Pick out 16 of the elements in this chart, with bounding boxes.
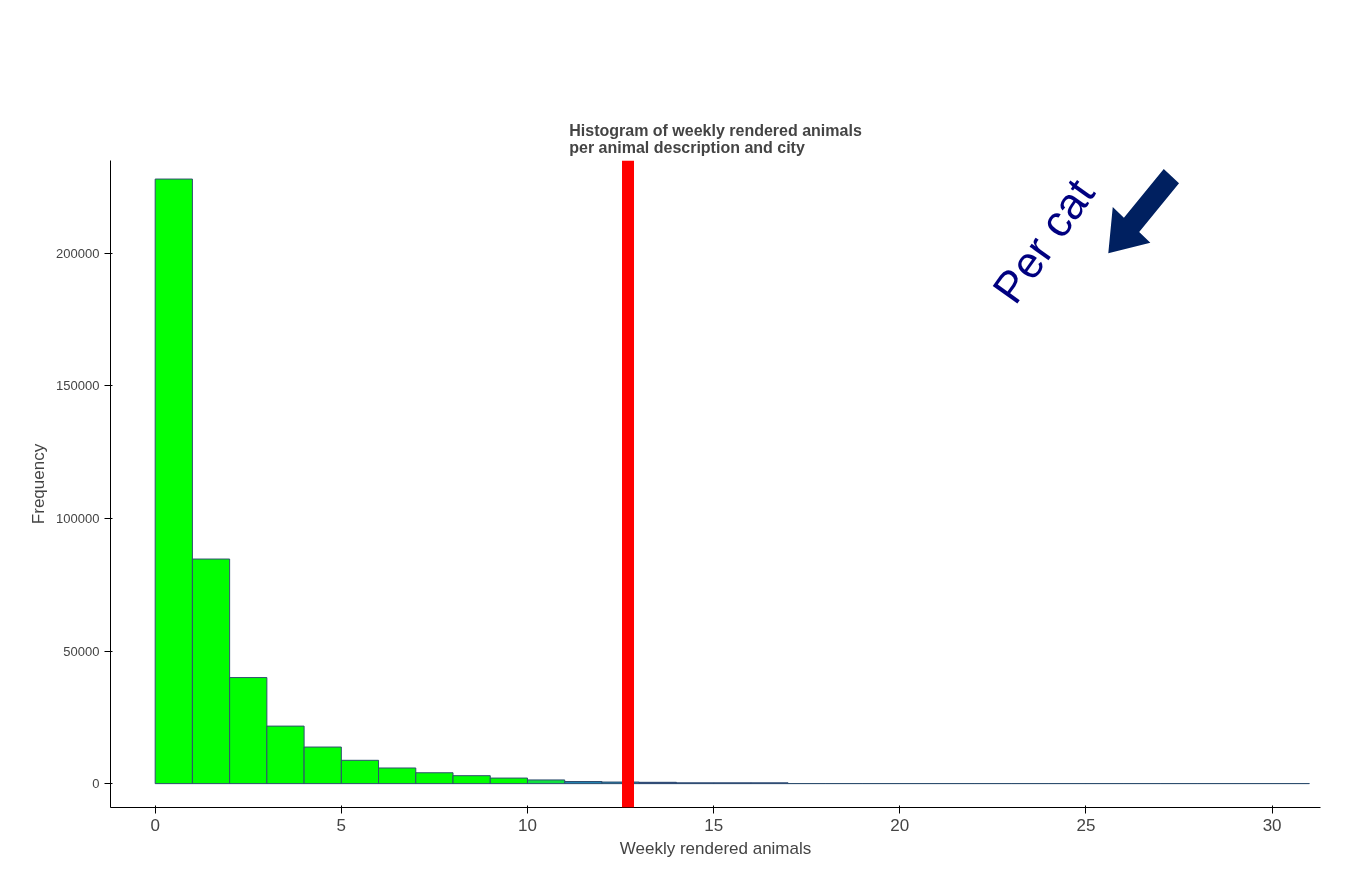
x-tick-label: 25 <box>1076 815 1096 835</box>
y-tick-label: 200000 <box>56 245 100 261</box>
x-axis-title: Weekly rendered animals <box>619 838 812 858</box>
x-tick-label: 10 <box>518 815 537 835</box>
y-tick-label: 50000 <box>63 643 100 659</box>
x-tick-label: 0 <box>150 815 160 835</box>
annotation: Per cat <box>982 169 1104 312</box>
x-tick-label: 20 <box>890 815 910 835</box>
y-axis-title: Frequency <box>29 443 49 525</box>
x-tick-label: 30 <box>1262 815 1282 835</box>
y-tick-label: 150000 <box>56 378 100 394</box>
y-tick-label: 0 <box>92 776 100 792</box>
x-tick-label: 5 <box>336 815 347 835</box>
x-tick-label: 15 <box>704 815 724 835</box>
chart-title: Histogram of weekly rendered animals per animal description and city <box>569 121 862 156</box>
y-tick-label: 100000 <box>56 510 100 526</box>
